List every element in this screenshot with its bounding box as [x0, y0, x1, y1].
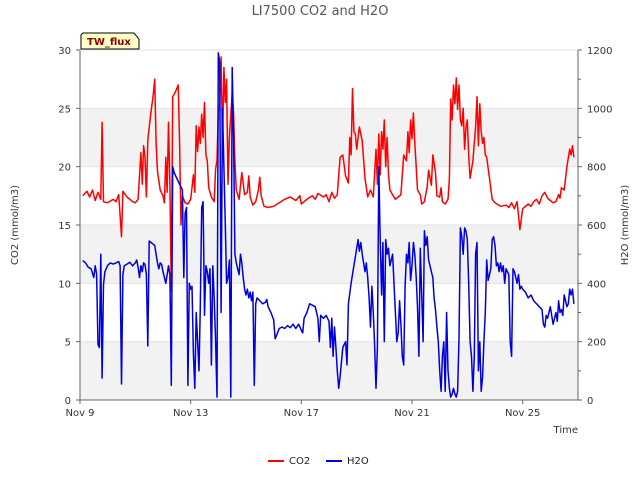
- grid-band: [80, 341, 578, 400]
- y-right-tick-label: 200: [587, 338, 606, 349]
- y-right-tick-label: 1000: [587, 104, 612, 115]
- x-axis-label: Time: [553, 425, 578, 436]
- y-left-tick-label: 10: [58, 279, 71, 290]
- y-axis-left-label: CO2 (mmol/m3): [10, 185, 21, 265]
- y-right-tick-label: 1200: [587, 46, 612, 57]
- legend-label-co2: CO2: [289, 456, 310, 467]
- site-label-badge: TW_flux: [80, 32, 140, 50]
- site-label-box: [80, 32, 140, 50]
- legend-label-h2o: H2O: [347, 456, 369, 467]
- y-left-tick-label: 0: [65, 396, 71, 407]
- y-left-tick-label: 20: [58, 163, 71, 174]
- grid-bands: [80, 108, 578, 400]
- x-tick-label: Nov 17: [284, 408, 319, 419]
- x-tick-label: Nov 9: [65, 408, 94, 419]
- x-tick-label: Nov 25: [505, 408, 540, 419]
- y-left-tick-label: 25: [58, 104, 71, 115]
- legend: CO2 H2O: [268, 456, 369, 467]
- y-right-tick-label: 800: [587, 163, 606, 174]
- y-left-tick-label: 5: [65, 338, 71, 349]
- chart-title: LI7500 CO2 and H2O: [252, 4, 389, 19]
- y-right-tick-label: 0: [587, 396, 593, 407]
- y-right-tick-label: 600: [587, 221, 606, 232]
- axes: 0 5 10 15 20 25 30 0 200 400 600 800 1000 1200 Nov 9 No…: [58, 46, 612, 419]
- y-axis-right-label: H2O (mmol/m3): [620, 185, 631, 266]
- series-layer: [82, 52, 575, 398]
- grid-band: [80, 108, 578, 167]
- series-line-h2o: [82, 52, 575, 398]
- x-tick-label: Nov 13: [173, 408, 208, 419]
- x-tick-label: Nov 21: [394, 408, 429, 419]
- y-left-tick-label: 15: [58, 221, 71, 232]
- y-left-tick-label: 30: [58, 46, 71, 57]
- site-label: TW_flux: [87, 37, 131, 48]
- series-line-co2: [82, 56, 575, 293]
- y-right-tick-label: 400: [587, 279, 606, 290]
